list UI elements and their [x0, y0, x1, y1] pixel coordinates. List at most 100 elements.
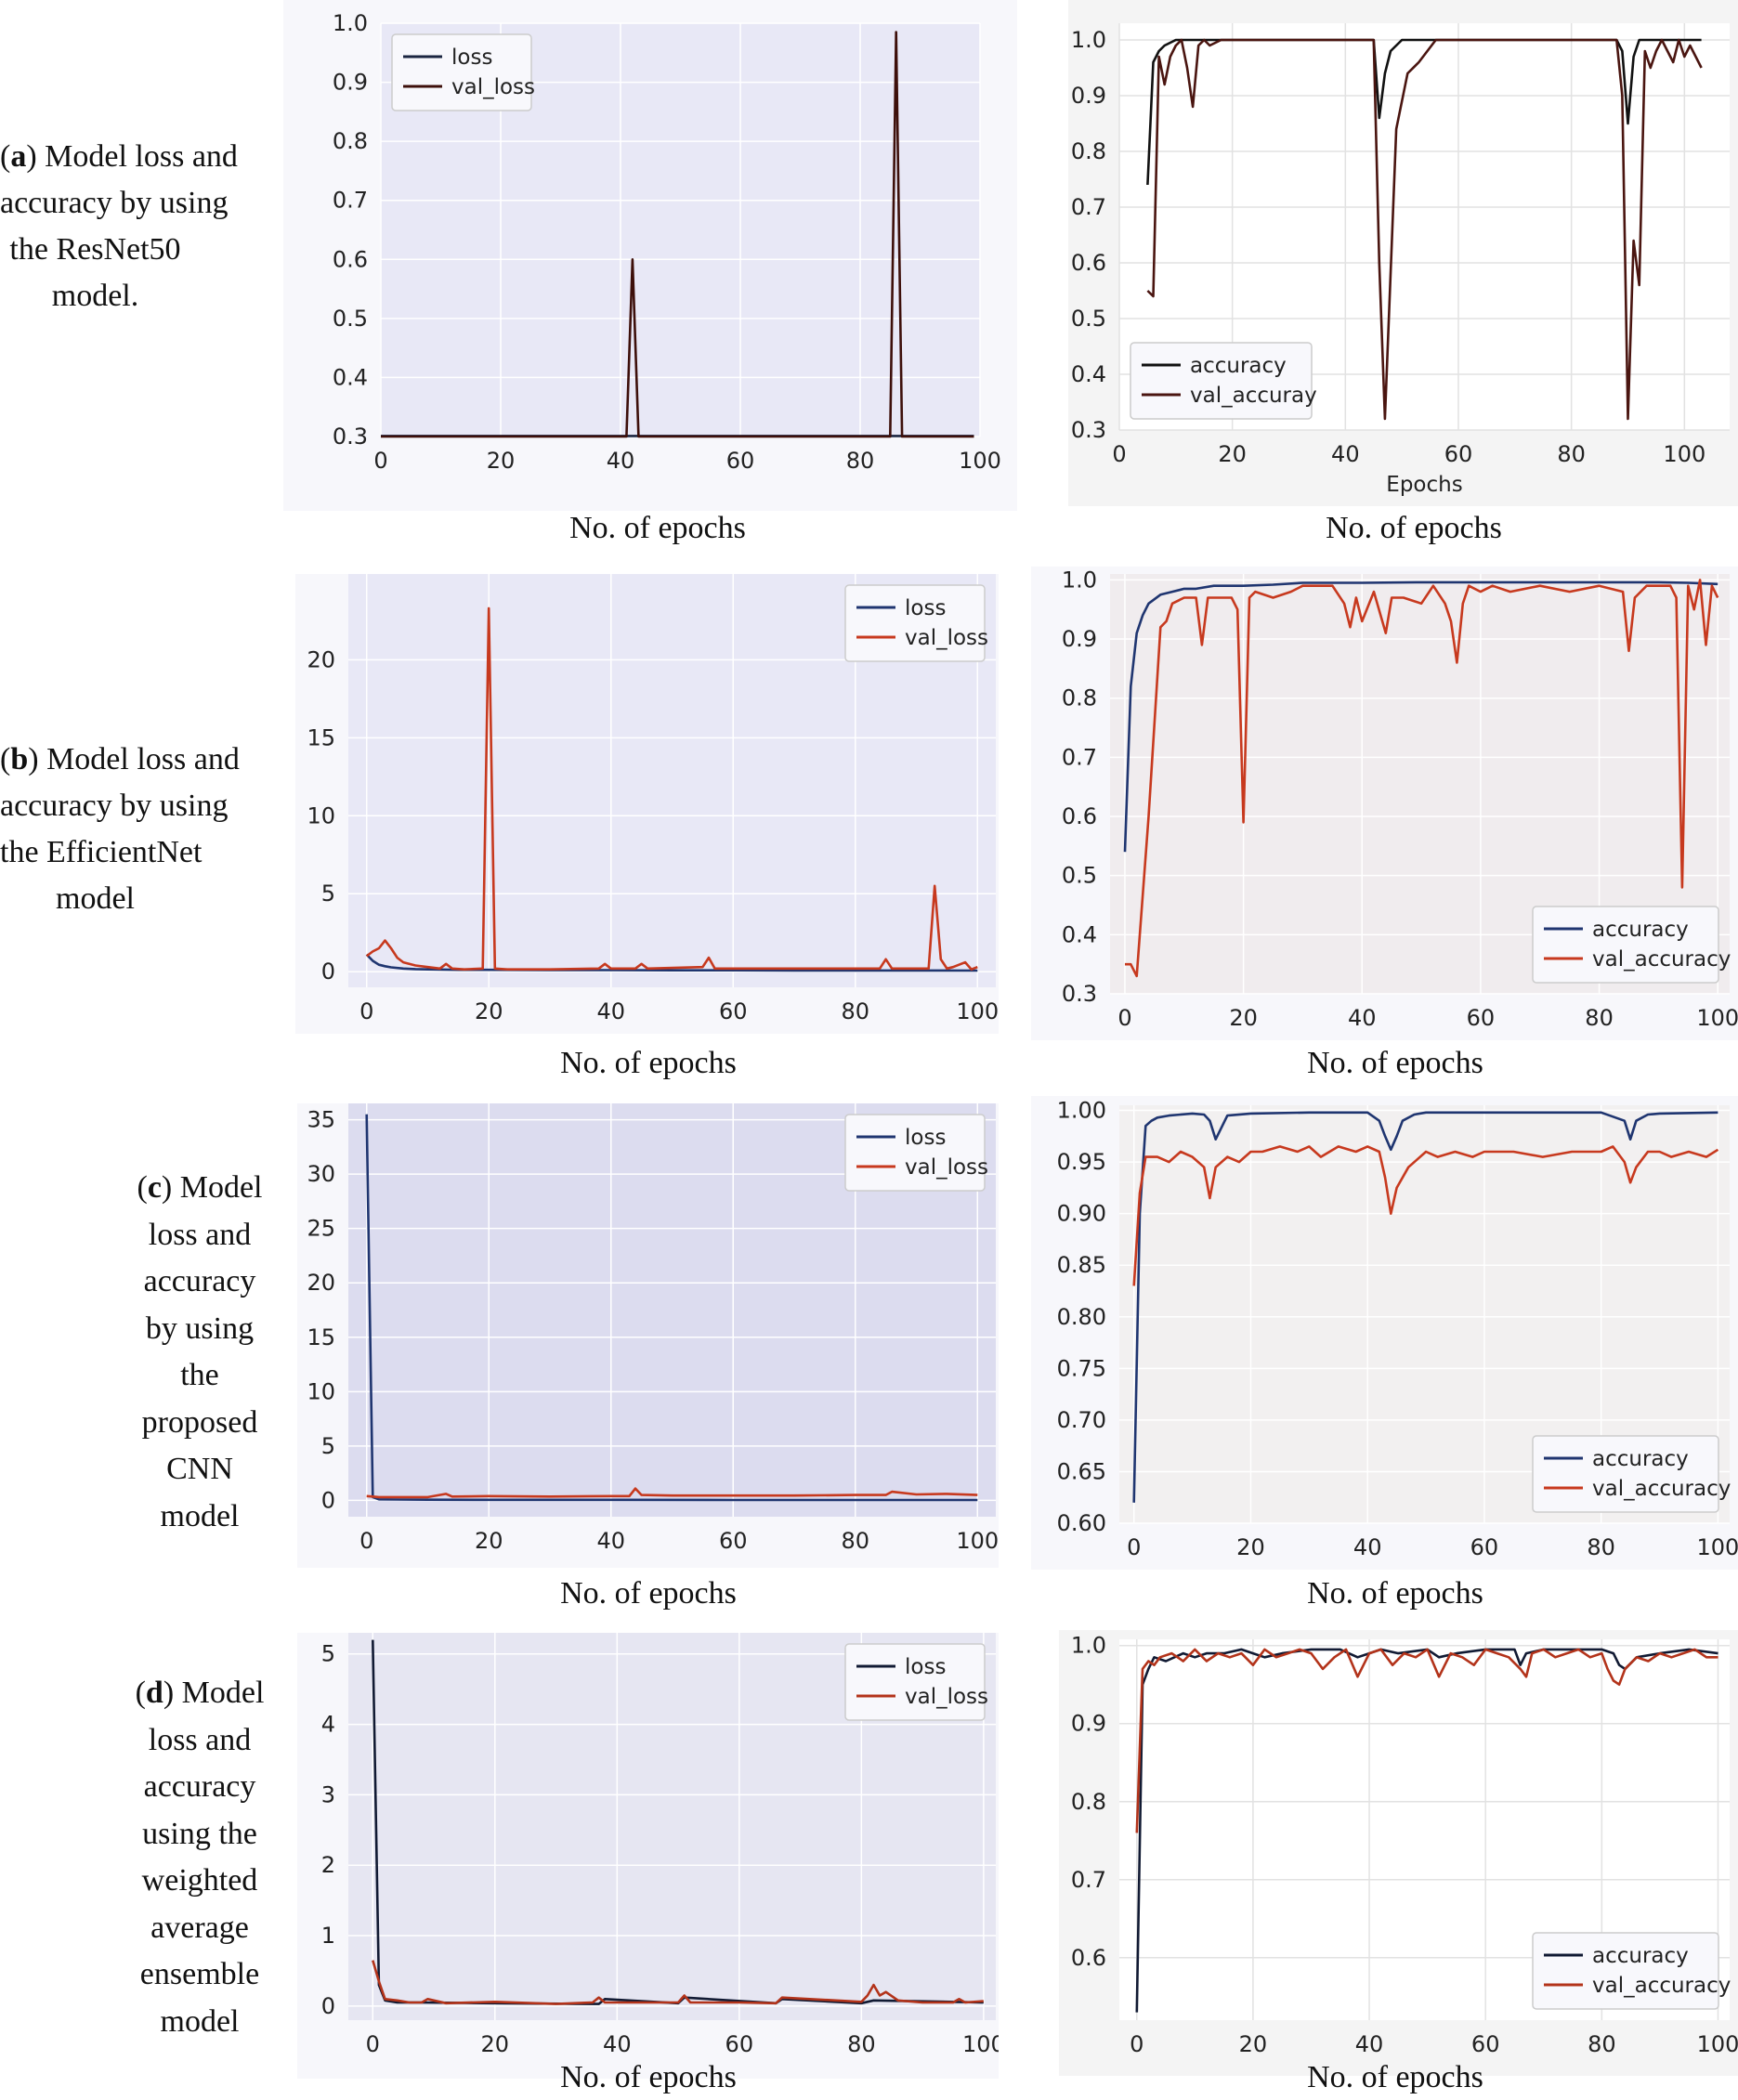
b-acc-series-val-accuracy-line: [1125, 579, 1719, 978]
d-acc-legend-box: [1532, 1932, 1719, 2010]
c-loss-legend-label: val_loss: [905, 1155, 988, 1180]
d-acc-xtick-label: 20: [1239, 2031, 1268, 2057]
xcaption-d-acc: No. of epochs: [1307, 2060, 1483, 2094]
xcaption-d-loss: No. of epochs: [560, 2060, 737, 2094]
c-acc-xtick-label: 100: [1697, 1534, 1738, 1560]
b-acc-ytick-label: 0.7: [1062, 744, 1097, 770]
c-acc-legend-box: [1532, 1435, 1719, 1513]
b-acc-legend: accuracy val_accuracy: [1532, 906, 1731, 984]
c-loss-legend: loss val_loss: [844, 1114, 988, 1192]
c-acc-ytick-label: 1.00: [1057, 1098, 1106, 1124]
c-loss-xtick-label: 60: [719, 1528, 748, 1554]
a-acc-ytick-label: 0.6: [1071, 250, 1106, 276]
d-acc-series-val-accuracy-line: [1135, 1648, 1718, 1833]
c-acc-legend: accuracy val_accuracy: [1532, 1435, 1731, 1513]
c-acc-series-val-accuracy-line: [1132, 1145, 1719, 1286]
b-loss-xtick-label: 60: [719, 998, 748, 1024]
c-acc-xtick-label: 40: [1353, 1534, 1382, 1560]
a-acc-ytick-label: 0.9: [1071, 83, 1106, 109]
d-loss-xtick-label: 60: [725, 2031, 754, 2057]
b-loss-legend-label: loss: [905, 596, 946, 620]
d-acc-series-accuracy-line: [1135, 1648, 1718, 2013]
caption-d: (d) Model loss and accuracy using the we…: [135, 1676, 265, 2039]
c-loss-ytick-label: 10: [307, 1378, 335, 1404]
b-acc-ytick-label: 0.6: [1062, 803, 1097, 829]
chart-c-loss: 0 5 10 15 20 25 30 35 0 20 40 60 80 100 loss val_loss: [297, 1103, 999, 1568]
d-acc-xtick-label: 60: [1471, 2031, 1500, 2057]
b-loss-xtick-label: 40: [596, 998, 625, 1024]
b-loss-legend: loss val_loss: [844, 584, 988, 662]
c-acc-ytick-label: 0.95: [1057, 1149, 1106, 1175]
a-acc-ytick-label: 1.0: [1071, 27, 1106, 53]
c-loss-ytick-label: 30: [307, 1161, 335, 1187]
a-loss-xtick-label: 80: [846, 448, 875, 474]
b-loss-ytick-label: 0: [321, 959, 335, 985]
d-acc-legend-label: val_accuracy: [1592, 1974, 1731, 1998]
caption-b: (b) Model loss and accuracy by using the…: [0, 742, 240, 916]
a-acc-series-accuracy-line: [1146, 38, 1702, 186]
a-acc-legend-label: val_accuray: [1190, 384, 1317, 408]
b-acc-series-accuracy-line: [1123, 580, 1718, 853]
d-loss-xtick-label: 0: [366, 2031, 380, 2057]
caption-c: (c) Model loss and accuracy by using the…: [137, 1170, 263, 1533]
d-loss-legend-label: loss: [905, 1655, 946, 1679]
c-loss-xtick-label: 20: [475, 1528, 503, 1554]
d-loss-ytick-label: 4: [321, 1712, 335, 1738]
a-loss-ytick-label: 0.4: [333, 364, 368, 390]
a-acc-xtick-label: 100: [1663, 441, 1705, 467]
b-loss-legend-box: [844, 584, 986, 662]
c-acc-legend-label: accuracy: [1592, 1447, 1689, 1471]
a-loss-xtick-label: 100: [959, 448, 1001, 474]
chart-a-loss: 0.3 0.4 0.5 0.6 0.7 0.8 0.9 1.0 0 20 40 60 80 100 loss…: [283, 0, 1017, 511]
b-loss-xtick-label: 100: [956, 998, 999, 1024]
d-acc-legend: accuracy val_accuracy: [1532, 1932, 1731, 2010]
b-acc-ytick-label: 0.9: [1062, 626, 1097, 652]
chart-b-loss: 0 5 10 15 20 0 20 40 60 80 100 loss val_loss: [295, 574, 999, 1034]
xcaption-c-loss: No. of epochs: [560, 1576, 737, 1611]
a-loss-xtick-label: 0: [373, 448, 387, 474]
chart-a-acc: 0.3 0.4 0.5 0.6 0.7 0.8 0.9 1.0 0 20 40 60 80 100 Epoc…: [1068, 0, 1738, 506]
c-loss-ytick-label: 0: [321, 1487, 335, 1513]
c-acc-legend-label: val_accuracy: [1592, 1477, 1731, 1501]
b-loss-xtick-label: 20: [475, 998, 503, 1024]
b-acc-ytick-label: 0.5: [1062, 863, 1097, 889]
c-acc-ytick-label: 0.80: [1057, 1304, 1106, 1330]
d-loss-xtick-label: 80: [847, 2031, 876, 2057]
c-acc-ytick-label: 0.60: [1057, 1510, 1106, 1536]
a-loss-xtick-label: 40: [607, 448, 635, 474]
a-acc-xtick-label: 80: [1557, 441, 1586, 467]
d-acc-ytick-label: 0.8: [1071, 1789, 1106, 1815]
c-acc-ytick-label: 0.90: [1057, 1201, 1106, 1227]
a-acc-ytick-label: 0.5: [1071, 306, 1106, 332]
xcaption-a-loss: No. of epochs: [569, 511, 746, 545]
chart-c-acc: 0.60 0.65 0.70 0.75 0.80 0.85 0.90 0.95 1.00 0 20 4…: [1031, 1096, 1738, 1570]
d-loss-xtick-label: 100: [962, 2031, 999, 2057]
a-acc-xlabel: Epochs: [1386, 473, 1462, 497]
c-loss-xtick-label: 100: [956, 1528, 999, 1554]
d-acc-xtick-label: 100: [1697, 2031, 1738, 2057]
d-loss-ytick-label: 2: [321, 1852, 335, 1878]
d-loss-xtick-label: 20: [481, 2031, 510, 2057]
xcaption-b-loss: No. of epochs: [560, 1046, 737, 1080]
b-loss-xtick-label: 0: [359, 998, 373, 1024]
b-acc-legend-box: [1532, 906, 1719, 984]
xcaption-a-acc: No. of epochs: [1326, 511, 1502, 545]
b-loss-xtick-label: 80: [841, 998, 869, 1024]
c-loss-series-val-loss-line: [366, 1487, 978, 1499]
a-acc-xtick-label: 60: [1444, 441, 1473, 467]
d-acc-xtick-label: 40: [1355, 2031, 1384, 2057]
chart-d-acc: 0.6 0.7 0.8 0.9 1.0 0 20 40 60 80 100 accuracy val_a…: [1059, 1630, 1738, 2076]
d-loss-ytick-label: 0: [321, 1993, 335, 2019]
a-acc-xtick-label: 40: [1331, 441, 1360, 467]
b-acc-xtick-label: 80: [1585, 1005, 1614, 1031]
a-loss-ytick-label: 0.8: [333, 128, 368, 154]
a-loss-ytick-label: 0.7: [333, 188, 368, 214]
caption-a: (a) Model loss and accuracy by using the…: [0, 139, 238, 313]
a-loss-series-val-loss-line: [381, 31, 974, 438]
b-loss-ytick-label: 20: [307, 646, 335, 672]
a-loss-ytick-label: 0.5: [333, 306, 368, 332]
c-acc-ytick-label: 0.70: [1057, 1407, 1106, 1433]
d-acc-legend-label: accuracy: [1592, 1944, 1689, 1968]
d-acc-ytick-label: 0.7: [1071, 1867, 1106, 1893]
chart-d-loss: 0 1 2 3 4 5 0 20 40 60 80 100 loss val_loss: [297, 1633, 999, 2079]
